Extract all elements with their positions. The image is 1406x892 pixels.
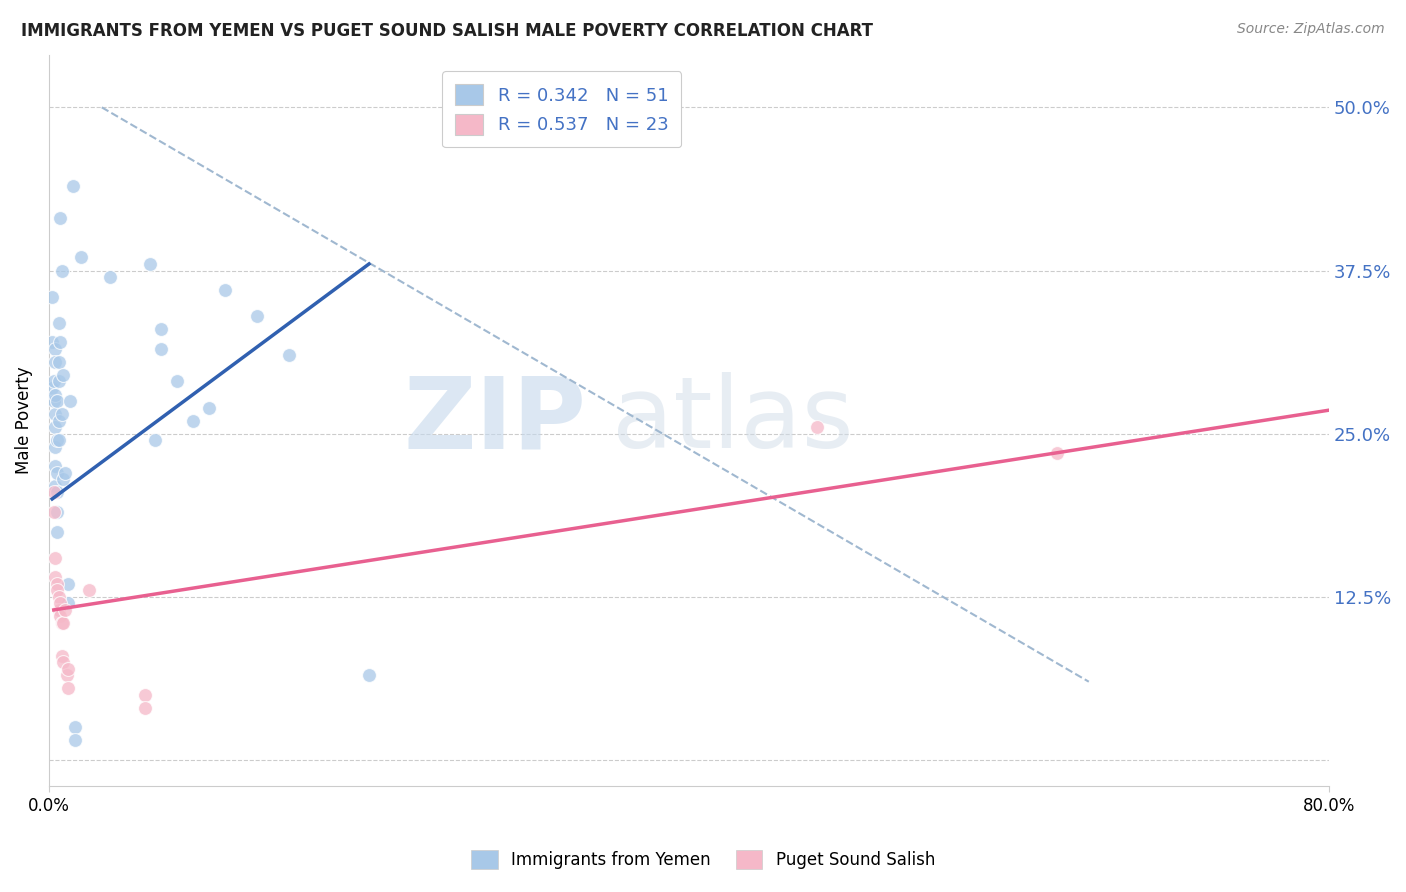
Point (48, 590, 70, 604)
Point (166, 375, 188, 389)
Point (51, 263, 73, 277)
Point (55, 668, 77, 682)
Point (49, 609, 72, 624)
Point (44, 387, 66, 401)
Point (806, 420, 828, 434)
Point (63, 720, 86, 734)
Text: IMMIGRANTS FROM YEMEN VS PUGET SOUND SALISH MALE POVERTY CORRELATION CHART: IMMIGRANTS FROM YEMEN VS PUGET SOUND SAL… (21, 22, 873, 40)
Point (49, 211, 72, 226)
Point (63, 733, 86, 747)
Point (53, 466, 76, 480)
Point (139, 257, 162, 271)
Point (62, 178, 84, 193)
Point (149, 322, 172, 336)
Point (46, 466, 69, 480)
Legend: Immigrants from Yemen, Puget Sound Salish: Immigrants from Yemen, Puget Sound Salis… (461, 840, 945, 880)
Point (44, 355, 66, 369)
Point (46, 576, 69, 591)
Point (52, 655, 75, 669)
Point (56, 681, 79, 696)
Point (134, 688, 156, 702)
Point (46, 485, 69, 500)
Point (53, 603, 76, 617)
Point (1046, 446, 1069, 460)
Point (41, 335, 63, 350)
Point (42, 394, 65, 409)
Point (44, 550, 66, 565)
Point (52, 615, 75, 630)
Point (46, 505, 69, 519)
Point (51, 615, 73, 630)
Point (51, 407, 73, 421)
Point (278, 348, 301, 362)
Point (42, 485, 65, 500)
Y-axis label: Male Poverty: Male Poverty (15, 367, 32, 475)
Point (246, 309, 269, 323)
Point (46, 524, 69, 539)
Point (149, 342, 172, 356)
Point (46, 583, 69, 598)
Point (44, 459, 66, 474)
Point (44, 407, 66, 421)
Point (48, 375, 70, 389)
Point (42, 375, 65, 389)
Point (44, 342, 66, 356)
Point (52, 472, 75, 486)
Point (46, 434, 69, 448)
Point (48, 603, 70, 617)
Point (98, 270, 121, 285)
Point (44, 440, 66, 454)
Point (70, 251, 93, 265)
Text: ZIP: ZIP (404, 372, 586, 469)
Point (48, 316, 70, 330)
Point (77, 583, 100, 598)
Point (143, 434, 166, 448)
Point (44, 420, 66, 434)
Point (59, 394, 82, 409)
Point (198, 401, 221, 415)
Point (46, 394, 69, 409)
Point (49, 596, 72, 610)
Point (48, 434, 70, 448)
Point (42, 505, 65, 519)
Point (51, 648, 73, 663)
Point (56, 596, 79, 610)
Point (48, 414, 70, 428)
Text: Source: ZipAtlas.com: Source: ZipAtlas.com (1237, 22, 1385, 37)
Point (214, 283, 236, 297)
Point (41, 290, 63, 304)
Text: atlas: atlas (612, 372, 853, 469)
Point (52, 368, 75, 382)
Legend: R = 0.342   N = 51, R = 0.537   N = 23: R = 0.342 N = 51, R = 0.537 N = 23 (441, 71, 682, 147)
Point (134, 701, 156, 715)
Point (357, 668, 380, 682)
Point (56, 576, 79, 591)
Point (48, 355, 70, 369)
Point (56, 662, 79, 676)
Point (49, 335, 72, 350)
Point (44, 479, 66, 493)
Point (181, 414, 204, 428)
Point (44, 570, 66, 584)
Point (41, 381, 63, 395)
